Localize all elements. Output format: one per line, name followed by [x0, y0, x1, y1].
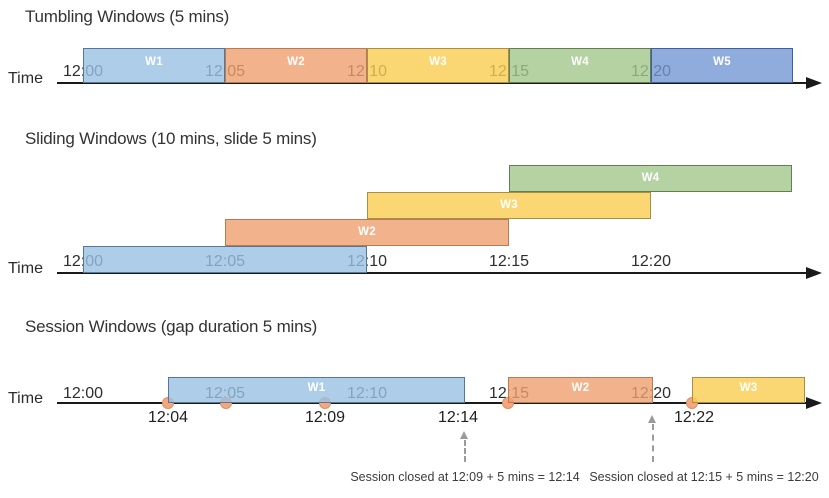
window-label: W2 [358, 226, 376, 238]
tick-label: 12:20 [630, 253, 672, 270]
window-box [651, 48, 793, 83]
window-box [225, 219, 509, 246]
section-title: Sliding Windows (10 mins, slide 5 mins) [25, 129, 317, 148]
window-label: W2 [287, 56, 305, 68]
annotation-arrow-icon [648, 415, 656, 423]
timeline [57, 272, 807, 274]
window-label: W1 [145, 56, 163, 68]
timeline-arrowhead-icon [806, 77, 822, 89]
timeline [57, 402, 807, 404]
section-title: Tumbling Windows (5 mins) [25, 7, 230, 26]
window-box [83, 246, 367, 273]
window-box [83, 48, 225, 83]
tick-label: 12:00 [62, 385, 104, 402]
annotation-arrow-stem [464, 440, 466, 462]
time-axis-label: Time [8, 390, 43, 407]
window-label: W3 [429, 56, 447, 68]
window-label: W4 [641, 172, 660, 184]
annotation-arrow-icon [460, 431, 468, 439]
event-time-label: 12:09 [304, 409, 346, 426]
event-time-label: 12:22 [673, 409, 715, 426]
window-box [692, 377, 805, 403]
timeline [57, 82, 807, 84]
window-box [367, 48, 509, 83]
tick-label: 12:15 [488, 253, 530, 270]
window-label: W1 [307, 382, 326, 394]
window-label: W3 [739, 382, 758, 394]
session-closed-annotation: Session closed at 12:15 + 5 mins = 12:20 [589, 470, 819, 484]
window-label: W2 [571, 382, 590, 394]
session-closed-annotation: Session closed at 12:09 + 5 mins = 12:14 [350, 470, 580, 484]
window-box [367, 192, 651, 219]
window-label: W3 [500, 199, 518, 211]
timeline-arrowhead-icon [806, 267, 822, 279]
event-time-label: 12:04 [147, 409, 189, 426]
window-box [509, 48, 651, 83]
timeline-arrowhead-icon [806, 397, 822, 409]
event-time-label: 12:14 [437, 409, 479, 426]
window-label: W4 [571, 56, 589, 68]
time-axis-label: Time [8, 260, 43, 277]
window-label: W5 [713, 56, 731, 68]
window-box [168, 377, 465, 403]
window-box [225, 48, 367, 83]
annotation-arrow-stem [652, 424, 654, 462]
window-box [509, 165, 792, 192]
section-title: Session Windows (gap duration 5 mins) [25, 317, 318, 336]
time-axis-label: Time [8, 70, 43, 87]
window-box [508, 377, 653, 403]
